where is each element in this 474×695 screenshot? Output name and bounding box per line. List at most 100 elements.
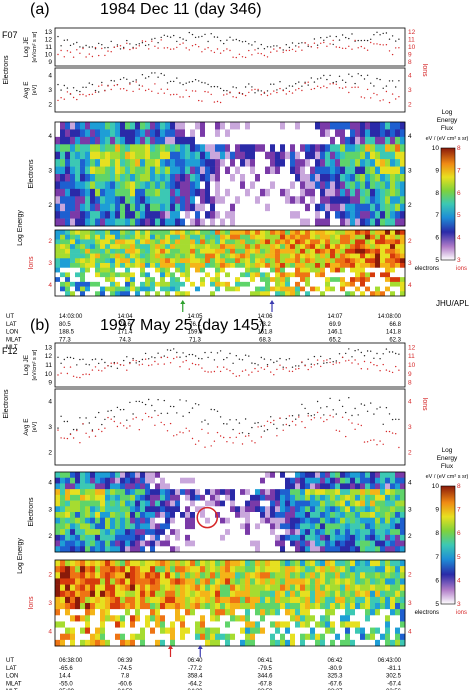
electrons-spectrogram-cell bbox=[350, 518, 355, 524]
ions-spectrogram-cell bbox=[90, 254, 95, 259]
ions-spectrogram-cell bbox=[115, 230, 120, 235]
electrons-spectrogram-cell bbox=[400, 159, 405, 167]
ions-spectrogram-cell bbox=[230, 282, 235, 287]
ions-spectrogram-cell bbox=[205, 282, 210, 287]
ephemeris-row-label: UT bbox=[6, 314, 14, 320]
ions-spectrogram-cell bbox=[85, 578, 90, 584]
electrons-spectrogram-cell bbox=[90, 495, 95, 501]
ions-spectrogram-cell bbox=[195, 291, 200, 296]
ions-spectrogram-cell bbox=[190, 239, 195, 244]
ions-spectrogram-cell bbox=[355, 277, 360, 282]
electrons-spectrogram-cell bbox=[165, 518, 170, 524]
electrons-spectrogram-cell bbox=[70, 489, 75, 495]
electrons-spectrogram-cell bbox=[180, 152, 185, 160]
electrons-spectrogram-cell bbox=[375, 529, 380, 535]
line-trace-point bbox=[295, 89, 296, 90]
ions-spectrogram-cell bbox=[90, 272, 95, 277]
ions-spectrogram-cell bbox=[80, 277, 85, 282]
electrons-spectrogram-cell bbox=[305, 211, 310, 219]
electrons-spectrogram-cell bbox=[285, 152, 290, 160]
ions-spectrogram-cell bbox=[295, 640, 300, 646]
electrons-spectrogram-cell bbox=[310, 506, 315, 512]
line-trace-point bbox=[314, 38, 315, 39]
line-trace-point bbox=[398, 370, 399, 371]
electrons-spectrogram-cell bbox=[140, 483, 145, 489]
ions-spectrogram-cell bbox=[205, 287, 210, 292]
ions-spectrogram-cell bbox=[370, 585, 375, 591]
ions-spectrogram-cell bbox=[110, 287, 115, 292]
electrons-spectrogram-cell bbox=[245, 219, 250, 227]
electrons-spectrogram-cell bbox=[325, 506, 330, 512]
electrons-spectrogram-cell bbox=[70, 535, 75, 541]
electrons-spectrogram-cell bbox=[210, 129, 215, 137]
ions-spectrogram-cell bbox=[100, 272, 105, 277]
electrons-spectrogram-cell bbox=[270, 489, 275, 495]
line-trace-point bbox=[286, 93, 287, 94]
ions-spectrogram-cell bbox=[270, 578, 275, 584]
electrons-spectrogram-cell bbox=[265, 495, 270, 501]
ephemeris-cell: 325.3 bbox=[327, 674, 343, 680]
line-trace-point bbox=[264, 358, 265, 359]
ions-spectrogram-cell bbox=[300, 244, 305, 249]
electrons-spectrogram-cell bbox=[360, 501, 365, 507]
electrons-spectrogram-cell bbox=[85, 196, 90, 204]
electrons-spectrogram-cell bbox=[295, 483, 300, 489]
electrons-spectrogram-cell bbox=[205, 501, 210, 507]
ions-spectrogram-left-tick: 2 bbox=[48, 238, 52, 245]
line-trace-point bbox=[245, 86, 246, 87]
electrons-spectrogram-cell bbox=[140, 523, 145, 529]
electrons-spectrogram-cell bbox=[175, 529, 180, 535]
ions-spectrogram-cell bbox=[250, 249, 255, 254]
ions-spectrogram-cell bbox=[300, 249, 305, 254]
ions-spectrogram-cell bbox=[300, 287, 305, 292]
line-trace-point bbox=[289, 91, 290, 92]
electrons-spectrogram-cell bbox=[115, 489, 120, 495]
ions-spectrogram-cell bbox=[210, 291, 215, 296]
electrons-spectrogram-cell bbox=[335, 137, 340, 145]
electrons-spectrogram-cell bbox=[180, 546, 185, 552]
ions-spectrogram-cell bbox=[350, 291, 355, 296]
electrons-spectrogram-cell bbox=[55, 472, 60, 478]
ions-spectrogram-cell bbox=[330, 235, 335, 240]
ions-spectrogram-cell bbox=[265, 591, 270, 597]
ions-spectrogram-cell bbox=[395, 244, 400, 249]
line-trace-point bbox=[211, 94, 212, 95]
line-trace-point bbox=[383, 444, 384, 445]
electrons-spectrogram-cell bbox=[165, 546, 170, 552]
line-trace-point bbox=[376, 408, 377, 409]
electrons-spectrogram-cell bbox=[115, 122, 120, 130]
ions-spectrogram-cell bbox=[170, 277, 175, 282]
electrons-spectrogram-cell bbox=[235, 137, 240, 145]
ions-spectrogram-cell bbox=[110, 235, 115, 240]
electrons-spectrogram-cell bbox=[300, 472, 305, 478]
ions-spectrogram-cell bbox=[195, 621, 200, 627]
electrons-spectrogram-cell bbox=[130, 483, 135, 489]
ions-spectrogram-cell bbox=[350, 585, 355, 591]
line-trace-point bbox=[242, 371, 243, 372]
line-trace-point bbox=[186, 400, 187, 401]
ions-spectrogram-cell bbox=[90, 230, 95, 235]
ions-spectrogram-cell bbox=[240, 244, 245, 249]
electrons-spectrogram-cell bbox=[180, 512, 185, 518]
electrons-spectrogram-cell bbox=[85, 541, 90, 547]
ions-spectrogram-cell bbox=[70, 585, 75, 591]
electrons-spectrogram-cell bbox=[250, 137, 255, 145]
ions-spectrogram-cell bbox=[225, 235, 230, 240]
electrons-spectrogram-cell bbox=[320, 219, 325, 227]
ions-spectrogram-cell bbox=[345, 634, 350, 640]
electrons-spectrogram-cell bbox=[380, 518, 385, 524]
line-trace-point bbox=[211, 33, 212, 34]
ions-spectrogram-cell bbox=[110, 277, 115, 282]
ephemeris-cell: -79.5 bbox=[258, 666, 272, 672]
ions-spectrogram-cell bbox=[270, 566, 275, 572]
line-trace-point bbox=[207, 47, 208, 48]
electrons-spectrogram-cell bbox=[255, 196, 260, 204]
electrons-spectrogram-cell bbox=[290, 472, 295, 478]
ions-spectrogram-cell bbox=[95, 287, 100, 292]
ions-spectrogram-cell bbox=[220, 597, 225, 603]
ions-spectrogram-cell bbox=[315, 560, 320, 566]
electrons-spectrogram-cell bbox=[75, 174, 80, 182]
line-trace-point bbox=[95, 358, 96, 359]
ions-spectrogram-cell bbox=[155, 621, 160, 627]
electrons-spectrogram-cell bbox=[355, 535, 360, 541]
